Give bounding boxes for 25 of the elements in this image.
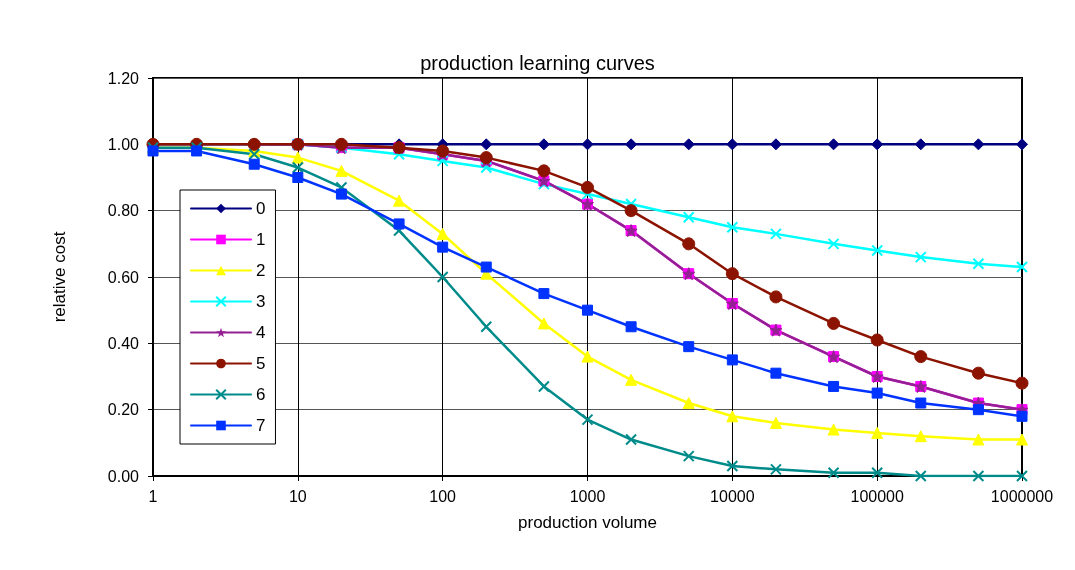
legend-label: 2 <box>256 261 266 280</box>
legend-label: 5 <box>256 354 266 373</box>
x-tick-label: 100 <box>429 487 457 505</box>
x-tick-label: 10000 <box>710 487 755 505</box>
y-tick-label: 1.00 <box>107 135 140 153</box>
y-tick-label: 0.40 <box>107 334 140 352</box>
legend-label: 0 <box>256 199 266 218</box>
x-tick-label: 100000 <box>850 487 904 505</box>
legend-label: 7 <box>256 416 266 435</box>
legend-label: 4 <box>256 323 266 342</box>
chart-title: production learning curves <box>420 52 655 74</box>
y-tick-label: 0.00 <box>107 467 140 485</box>
x-tick-label: 1 <box>148 487 158 505</box>
y-tick-label: 0.60 <box>107 268 140 286</box>
x-tick-label: 1000000 <box>990 487 1054 505</box>
legend-label: 6 <box>256 385 266 404</box>
y-tick-label: 0.80 <box>107 202 140 220</box>
legend-label: 3 <box>256 292 266 311</box>
x-tick-label: 10 <box>288 487 307 505</box>
x-tick-label: 1000 <box>569 487 606 505</box>
y-tick-label: 0.20 <box>107 401 140 419</box>
y-tick-label: 1.20 <box>107 69 140 87</box>
legend-label: 1 <box>256 230 266 249</box>
y-axis-title: relative cost <box>50 231 69 323</box>
x-axis-title: production volume <box>518 513 657 532</box>
